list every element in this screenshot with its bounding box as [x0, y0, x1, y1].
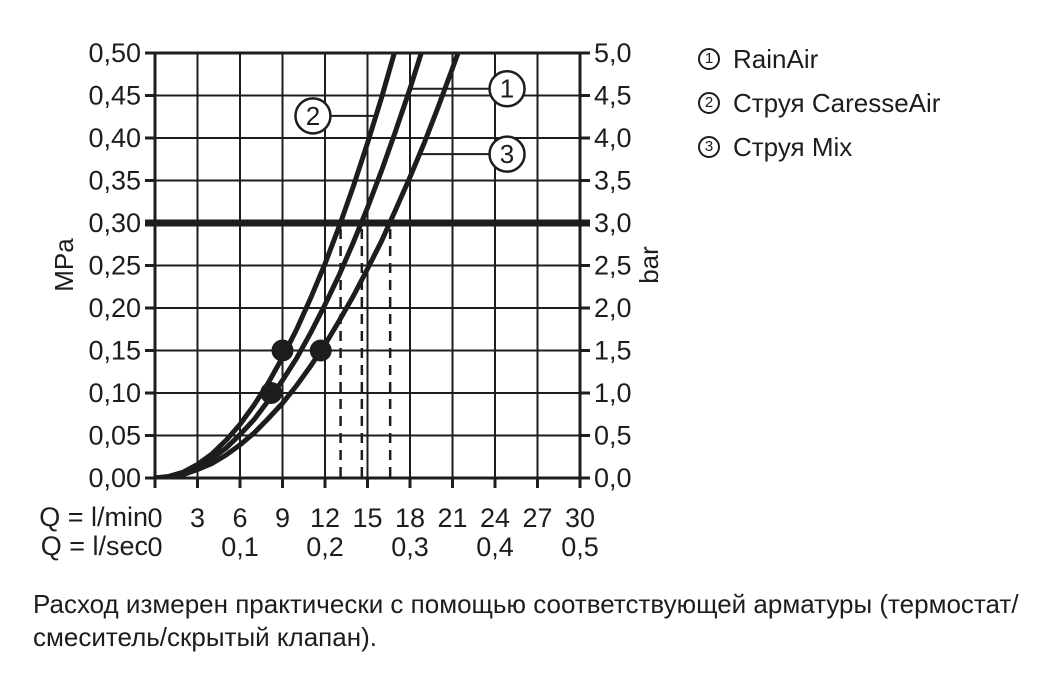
- svg-text:24: 24: [480, 503, 510, 533]
- x-axis-lmin-unit-label: Q = l/min: [39, 502, 148, 532]
- callout-1: 1: [410, 69, 526, 108]
- legend-item-caresseair: 2 Струя CaresseAir: [698, 88, 940, 118]
- svg-text:0,45: 0,45: [88, 81, 141, 111]
- y-axis-left-unit-label: MPa: [49, 238, 79, 292]
- data-point-markers: [260, 339, 332, 404]
- svg-text:0: 0: [147, 503, 162, 533]
- svg-text:0,15: 0,15: [88, 336, 141, 366]
- legend-marker-2-icon: 2: [698, 92, 720, 114]
- svg-text:6: 6: [232, 503, 247, 533]
- svg-text:3: 3: [190, 503, 205, 533]
- curve-2: [155, 53, 397, 478]
- caption-line-1: Расход измерен практически с помощью соо…: [33, 589, 1019, 619]
- svg-text:2,0: 2,0: [594, 293, 632, 323]
- svg-text:0,05: 0,05: [88, 421, 141, 451]
- svg-text:0,20: 0,20: [88, 293, 141, 323]
- svg-text:0,1: 0,1: [221, 532, 259, 562]
- curve-3: [155, 53, 461, 478]
- svg-text:4,5: 4,5: [594, 81, 632, 111]
- svg-text:27: 27: [522, 503, 552, 533]
- svg-text:0,25: 0,25: [88, 251, 141, 281]
- svg-text:0,3: 0,3: [391, 532, 429, 562]
- curve-1: [155, 53, 424, 478]
- svg-text:0,5: 0,5: [561, 532, 599, 562]
- legend-item-rainair: 1 RainAir: [698, 44, 940, 74]
- svg-text:0,00: 0,00: [88, 463, 141, 493]
- svg-text:30: 30: [565, 503, 595, 533]
- svg-text:4,0: 4,0: [594, 123, 632, 153]
- legend-marker-3-icon: 3: [698, 136, 720, 158]
- svg-text:12: 12: [310, 503, 340, 533]
- svg-text:3,0: 3,0: [594, 208, 632, 238]
- caption-line-2: смеситель/скрытый клапан).: [33, 622, 377, 652]
- svg-text:1,0: 1,0: [594, 378, 632, 408]
- legend: 1 RainAir 2 Струя CaresseAir 3 Струя Mix: [698, 44, 940, 176]
- svg-text:3,5: 3,5: [594, 166, 632, 196]
- tick-labels: 0,000,050,100,150,200,250,300,350,400,45…: [88, 38, 631, 562]
- x-axis-lsec-unit-label: Q = l/sec: [40, 531, 148, 561]
- svg-text:2,5: 2,5: [594, 251, 632, 281]
- legend-label-mix: Струя Mix: [733, 131, 853, 162]
- svg-text:21: 21: [437, 503, 467, 533]
- axis-ticks: [145, 51, 590, 488]
- svg-text:0,10: 0,10: [88, 378, 141, 408]
- svg-text:9: 9: [275, 503, 290, 533]
- svg-text:0,30: 0,30: [88, 208, 141, 238]
- legend-item-mix: 3 Струя Mix: [698, 132, 940, 162]
- callout-2: 2: [294, 97, 376, 135]
- svg-text:2: 2: [306, 101, 320, 131]
- svg-text:0,5: 0,5: [594, 421, 632, 451]
- svg-text:18: 18: [395, 503, 425, 533]
- svg-text:1: 1: [500, 74, 514, 104]
- legend-label-rainair: RainAir: [733, 43, 819, 74]
- svg-text:15: 15: [352, 503, 382, 533]
- y-axis-right-unit-label: bar: [634, 246, 664, 284]
- svg-text:0,40: 0,40: [88, 123, 141, 153]
- legend-label-caresseair: Струя CaresseAir: [733, 87, 941, 118]
- svg-text:0,0: 0,0: [594, 463, 632, 493]
- svg-text:0: 0: [147, 532, 162, 562]
- svg-text:0,4: 0,4: [476, 532, 514, 562]
- legend-marker-1-icon: 1: [698, 48, 720, 70]
- svg-text:3: 3: [500, 139, 514, 169]
- svg-text:5,0: 5,0: [594, 38, 632, 68]
- caption: Расход измерен практически с помощью соо…: [33, 588, 1019, 654]
- svg-text:0,35: 0,35: [88, 166, 141, 196]
- svg-text:1,5: 1,5: [594, 336, 632, 366]
- callout-3: 3: [419, 135, 526, 173]
- svg-text:0,50: 0,50: [88, 38, 141, 68]
- svg-text:0,2: 0,2: [306, 532, 344, 562]
